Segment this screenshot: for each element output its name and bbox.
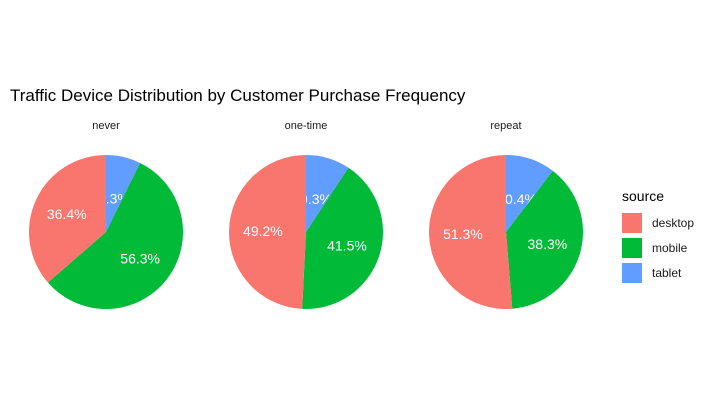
- pie-slice-never-tablet: [106, 155, 141, 232]
- pie-slice-never-mobile: [47, 162, 184, 309]
- legend-label-desktop: desktop: [652, 215, 695, 230]
- slice-label-never-desktop: 36.4%: [47, 206, 87, 222]
- pie-slice-repeat-tablet: [506, 155, 553, 232]
- legend-label-mobile: mobile: [652, 240, 688, 255]
- pie-slice-never-desktop: [29, 155, 107, 283]
- slice-label-one-time-mobile: 41.5%: [327, 237, 367, 253]
- chart-title: Traffic Device Distribution by Customer …: [10, 86, 466, 105]
- slice-label-repeat-mobile: 38.3%: [528, 236, 568, 252]
- panel-title-repeat: repeat: [490, 120, 522, 132]
- slice-label-never-mobile: 56.3%: [120, 250, 160, 266]
- legend-item-mobile: mobile: [622, 235, 694, 260]
- legend-item-tablet: tablet: [622, 260, 694, 285]
- pie-slice-one-time-mobile: [302, 167, 383, 309]
- slice-label-one-time-tablet: 9.3%: [300, 191, 332, 207]
- pie-slice-repeat-mobile: [506, 170, 583, 309]
- legend-key-desktop: [622, 212, 642, 233]
- pie-slice-one-time-tablet: [306, 155, 349, 232]
- legend-key-mobile: [622, 237, 642, 258]
- legend-key-tablet: [622, 262, 642, 283]
- slice-label-repeat-desktop: 51.3%: [443, 226, 483, 242]
- legend-title: source: [622, 188, 665, 204]
- pie-slice-one-time-desktop: [228, 155, 306, 309]
- panel-title-one-time: one-time: [284, 120, 328, 132]
- slice-label-one-time-desktop: 49.2%: [243, 223, 283, 239]
- legend-item-desktop: desktop: [622, 210, 694, 235]
- legend-label-tablet: tablet: [652, 265, 682, 280]
- panel-title-never: never: [92, 120, 120, 132]
- legend: source desktop mobile tablet: [622, 188, 694, 285]
- pie-slice-repeat-desktop: [429, 155, 513, 309]
- slice-label-repeat-tablet: 10.4%: [497, 191, 537, 207]
